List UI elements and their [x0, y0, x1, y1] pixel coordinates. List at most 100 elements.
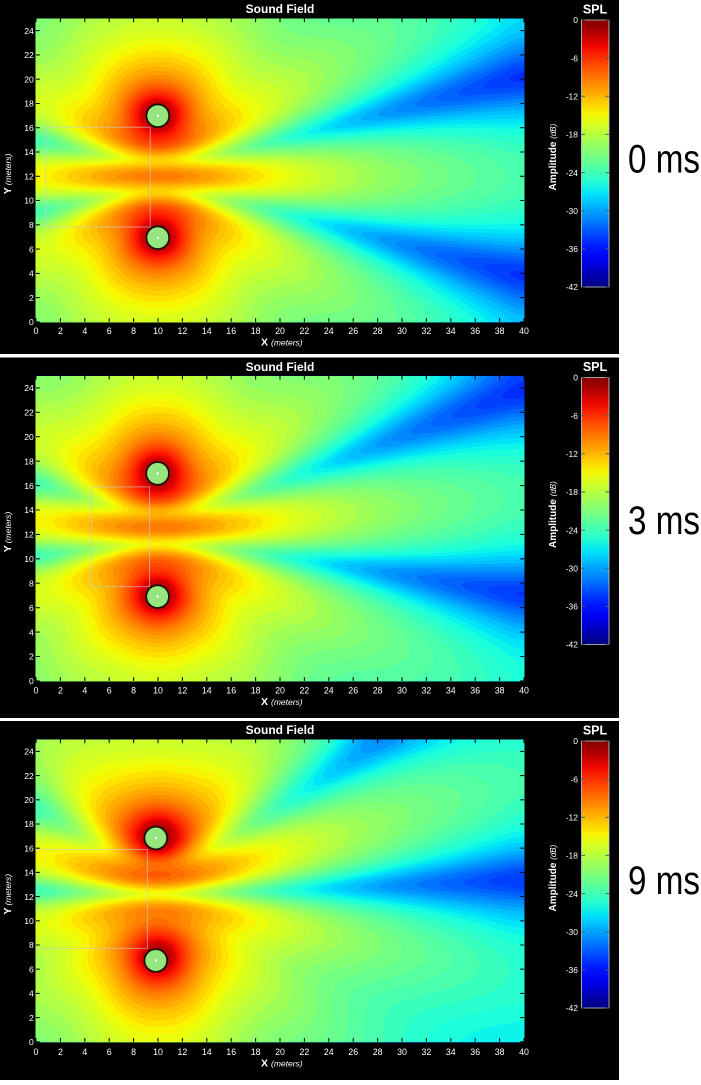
svg-text:Amplitude (dB): Amplitude (dB)	[548, 123, 559, 190]
svg-text:SPL: SPL	[583, 360, 608, 374]
svg-text:-24: -24	[566, 525, 579, 535]
svg-text:28: 28	[373, 686, 383, 696]
svg-text:16: 16	[24, 123, 34, 133]
svg-text:16: 16	[226, 326, 236, 336]
svg-text:0: 0	[29, 676, 34, 686]
svg-text:(meters): (meters)	[3, 874, 13, 906]
svg-text:10: 10	[153, 1047, 163, 1057]
svg-text:6: 6	[29, 964, 34, 974]
svg-text:24: 24	[324, 686, 334, 696]
svg-text:14: 14	[202, 326, 212, 336]
svg-text:8: 8	[131, 1047, 136, 1057]
svg-text:-6: -6	[570, 411, 578, 421]
svg-text:Sound Field: Sound Field	[246, 723, 315, 737]
svg-text:16: 16	[226, 1047, 236, 1057]
svg-text:0: 0	[29, 1037, 34, 1047]
svg-text:0: 0	[573, 736, 578, 746]
svg-text:22: 22	[24, 771, 34, 781]
svg-text:6: 6	[107, 686, 112, 696]
svg-text:22: 22	[300, 686, 310, 696]
svg-text:-12: -12	[566, 92, 579, 102]
svg-text:20: 20	[275, 1047, 285, 1057]
svg-text:9 ms: 9 ms	[628, 859, 700, 903]
svg-text:16: 16	[24, 481, 34, 491]
svg-text:40: 40	[519, 1047, 529, 1057]
svg-text:(meters): (meters)	[3, 511, 13, 543]
svg-text:36: 36	[470, 326, 480, 336]
svg-text:20: 20	[275, 326, 285, 336]
svg-text:18: 18	[24, 819, 34, 829]
svg-text:-36: -36	[566, 244, 579, 254]
svg-text:12: 12	[24, 892, 34, 902]
svg-text:(meters): (meters)	[271, 337, 303, 347]
svg-text:24: 24	[24, 383, 34, 393]
svg-text:40: 40	[519, 326, 529, 336]
svg-text:4: 4	[82, 686, 87, 696]
svg-text:SPL: SPL	[583, 3, 608, 17]
svg-text:10: 10	[153, 326, 163, 336]
svg-text:-42: -42	[566, 640, 579, 650]
svg-text:14: 14	[202, 1047, 212, 1057]
svg-text:0: 0	[34, 1047, 39, 1057]
svg-text:32: 32	[422, 1047, 432, 1057]
svg-text:14: 14	[24, 147, 34, 157]
svg-text:22: 22	[24, 50, 34, 60]
svg-text:34: 34	[446, 326, 456, 336]
svg-text:4: 4	[29, 989, 34, 999]
svg-text:12: 12	[24, 530, 34, 540]
svg-text:-18: -18	[566, 130, 579, 140]
svg-text:4: 4	[82, 1047, 87, 1057]
svg-text:20: 20	[24, 74, 34, 84]
svg-text:34: 34	[446, 686, 456, 696]
svg-text:-42: -42	[566, 282, 579, 292]
svg-text:0: 0	[34, 686, 39, 696]
svg-text:26: 26	[348, 686, 358, 696]
svg-text:28: 28	[373, 1047, 383, 1057]
svg-text:30: 30	[397, 1047, 407, 1057]
svg-text:Amplitude (dB): Amplitude (dB)	[548, 481, 559, 548]
svg-text:38: 38	[495, 1047, 505, 1057]
svg-text:18: 18	[24, 456, 34, 466]
svg-text:2: 2	[58, 326, 63, 336]
svg-text:-36: -36	[566, 965, 579, 975]
svg-text:(meters): (meters)	[3, 153, 13, 185]
svg-text:Y: Y	[2, 187, 14, 194]
svg-text:24: 24	[24, 747, 34, 757]
svg-text:24: 24	[24, 26, 34, 36]
svg-text:-36: -36	[566, 602, 579, 612]
svg-text:34: 34	[446, 1047, 456, 1057]
svg-text:20: 20	[275, 686, 285, 696]
svg-text:12: 12	[178, 1047, 188, 1057]
svg-text:X: X	[261, 1058, 268, 1070]
svg-text:2: 2	[29, 1013, 34, 1023]
svg-text:12: 12	[178, 326, 188, 336]
svg-text:32: 32	[422, 686, 432, 696]
svg-text:26: 26	[348, 1047, 358, 1057]
svg-text:10: 10	[24, 196, 34, 206]
svg-text:-30: -30	[566, 927, 579, 937]
svg-text:18: 18	[251, 326, 261, 336]
svg-text:6: 6	[29, 244, 34, 254]
svg-text:0 ms: 0 ms	[628, 138, 700, 182]
svg-text:8: 8	[131, 686, 136, 696]
svg-text:-6: -6	[570, 774, 578, 784]
svg-text:22: 22	[300, 326, 310, 336]
svg-text:20: 20	[24, 432, 34, 442]
svg-text:38: 38	[495, 686, 505, 696]
svg-text:10: 10	[153, 686, 163, 696]
svg-text:40: 40	[519, 686, 529, 696]
svg-text:30: 30	[397, 686, 407, 696]
svg-text:28: 28	[373, 326, 383, 336]
svg-text:X: X	[261, 336, 268, 348]
svg-text:10: 10	[24, 554, 34, 564]
svg-text:8: 8	[29, 220, 34, 230]
svg-text:14: 14	[24, 505, 34, 515]
svg-text:24: 24	[324, 326, 334, 336]
svg-text:Sound Field: Sound Field	[246, 360, 315, 374]
svg-text:22: 22	[300, 1047, 310, 1057]
svg-text:Y: Y	[2, 545, 14, 552]
svg-text:16: 16	[226, 686, 236, 696]
svg-text:6: 6	[107, 326, 112, 336]
svg-text:20: 20	[24, 795, 34, 805]
svg-text:24: 24	[324, 1047, 334, 1057]
